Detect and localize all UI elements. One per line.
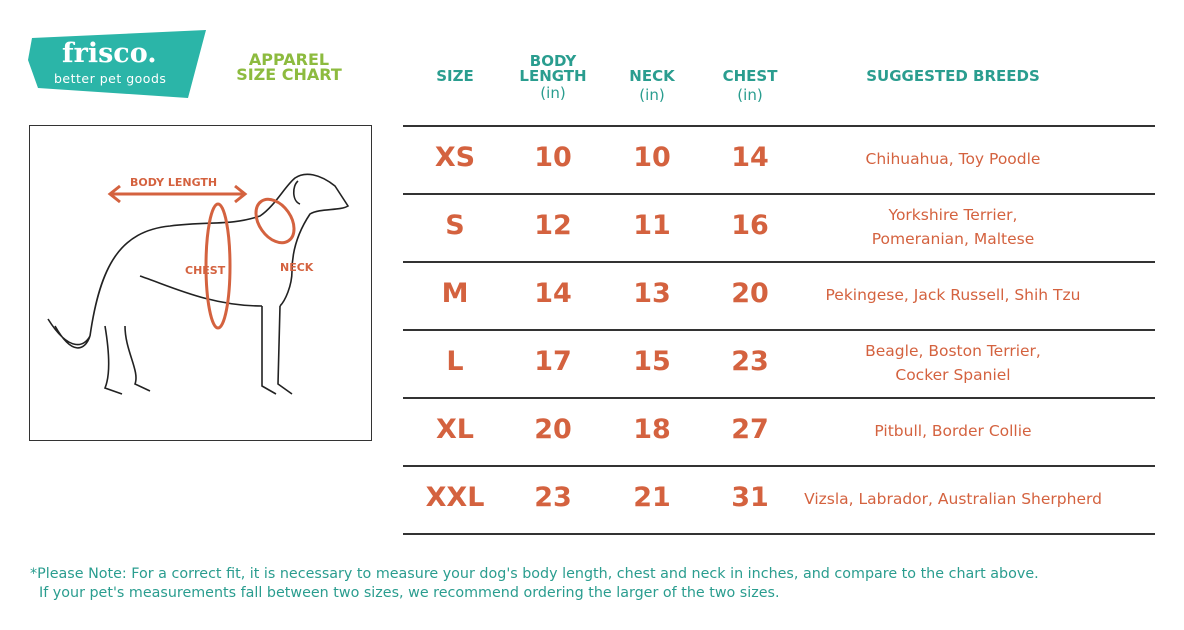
size-cell: S — [445, 210, 465, 241]
neck-cell: 18 — [633, 414, 671, 445]
body-length-label: BODY LENGTH — [130, 176, 217, 189]
row-divider — [403, 533, 1155, 535]
row-divider — [403, 329, 1155, 331]
dog-measurement-diagram: BODY LENGTH CHEST NECK — [29, 125, 372, 441]
frisco-logo-badge — [28, 30, 206, 98]
chest-cell: 16 — [731, 210, 769, 241]
header-breeds: SUGGESTED BREEDS — [866, 67, 1040, 85]
chart-title: APPAREL SIZE CHART — [236, 50, 342, 84]
row-divider — [403, 261, 1155, 263]
dog-illustration: BODY LENGTH CHEST NECK — [47, 173, 350, 395]
header-body-length: BODY LENGTH (in) — [519, 52, 587, 103]
breeds-cell: Yorkshire Terrier, Pomeranian, Maltese — [871, 206, 1035, 248]
chest-cell: 27 — [731, 414, 769, 445]
size-cell: XXL — [425, 482, 485, 513]
row-divider — [403, 397, 1155, 399]
neck-cell: 21 — [633, 482, 671, 513]
body-length-cell: 12 — [534, 210, 572, 241]
footnote: *Please Note: For a correct fit, it is n… — [30, 566, 1039, 601]
breeds-cell: Pitbull, Border Collie — [874, 422, 1032, 440]
brand-tagline: better pet goods — [54, 71, 167, 86]
row-divider — [403, 125, 1155, 127]
body-length-cell: 23 — [534, 482, 572, 513]
brand-name: frisco. — [62, 38, 157, 69]
neck-cell: 10 — [633, 142, 671, 173]
neck-cell: 11 — [633, 210, 671, 241]
neck-cell: 13 — [633, 278, 671, 309]
neck-cell: 15 — [633, 346, 671, 377]
body-length-cell: 10 — [534, 142, 572, 173]
header-neck: NECK (in) — [629, 67, 675, 104]
breeds-cell: Beagle, Boston Terrier, Cocker Spaniel — [865, 342, 1041, 384]
size-cell: M — [441, 278, 469, 309]
chest-label: CHEST — [185, 264, 226, 277]
row-divider — [403, 193, 1155, 195]
body-length-cell: 20 — [534, 414, 572, 445]
breeds-cell: Pekingese, Jack Russell, Shih Tzu — [825, 286, 1081, 304]
chest-cell: 23 — [731, 346, 769, 377]
header-chest: CHEST (in) — [722, 67, 778, 104]
chest-cell: 31 — [731, 482, 769, 513]
size-cell: XS — [434, 142, 476, 173]
body-length-cell: 14 — [534, 278, 572, 309]
body-length-cell: 17 — [534, 346, 572, 377]
size-cell: XL — [435, 414, 475, 445]
size-cell: L — [446, 346, 464, 377]
header-size: SIZE — [436, 67, 474, 85]
row-divider — [403, 465, 1155, 467]
chest-cell: 14 — [731, 142, 769, 173]
neck-label: NECK — [280, 261, 314, 274]
breeds-cell: Chihuahua, Toy Poodle — [865, 150, 1041, 168]
chest-cell: 20 — [731, 278, 769, 309]
breeds-cell: Vizsla, Labrador, Australian Sherpherd — [804, 490, 1102, 508]
